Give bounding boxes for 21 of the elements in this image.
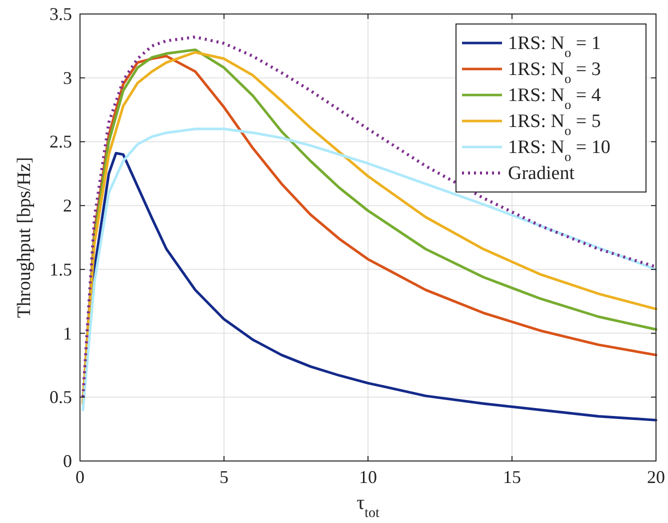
y-tick-label: 1: [63, 323, 72, 344]
x-tick-label: 20: [647, 467, 665, 487]
y-tick-label: 2: [63, 196, 72, 216]
x-tick-label: 5: [220, 467, 228, 487]
legend-label: Gradient: [508, 163, 576, 184]
legend-label: 1RS: N$_{o}$ = 5: [508, 111, 601, 138]
legend-label: 1RS: N$_{o}$ = 1: [508, 33, 601, 60]
y-tick-label: 0: [63, 451, 72, 471]
x-tick-label: 10: [359, 467, 377, 487]
y-tick-label: 3.5: [50, 4, 72, 24]
x-tick-label: 0: [76, 467, 84, 487]
x-tick-label: 15: [503, 467, 521, 487]
x-axis-title: τ$_{tot}$: [356, 492, 380, 520]
legend-label: 1RS: N$_{o}$ = 10: [508, 137, 610, 164]
y-tick-label: 2.5: [50, 132, 72, 152]
y-axis-title: Throughput [bps/Hz]: [14, 157, 35, 318]
legend-label: 1RS: N$_{o}$ = 3: [508, 59, 601, 86]
y-tick-label: 3: [63, 68, 72, 88]
y-tick-label: 1.5: [50, 259, 72, 280]
legend-label: 1RS: N$_{o}$ = 4: [508, 85, 602, 112]
y-tick-label: 0.5: [50, 387, 72, 408]
